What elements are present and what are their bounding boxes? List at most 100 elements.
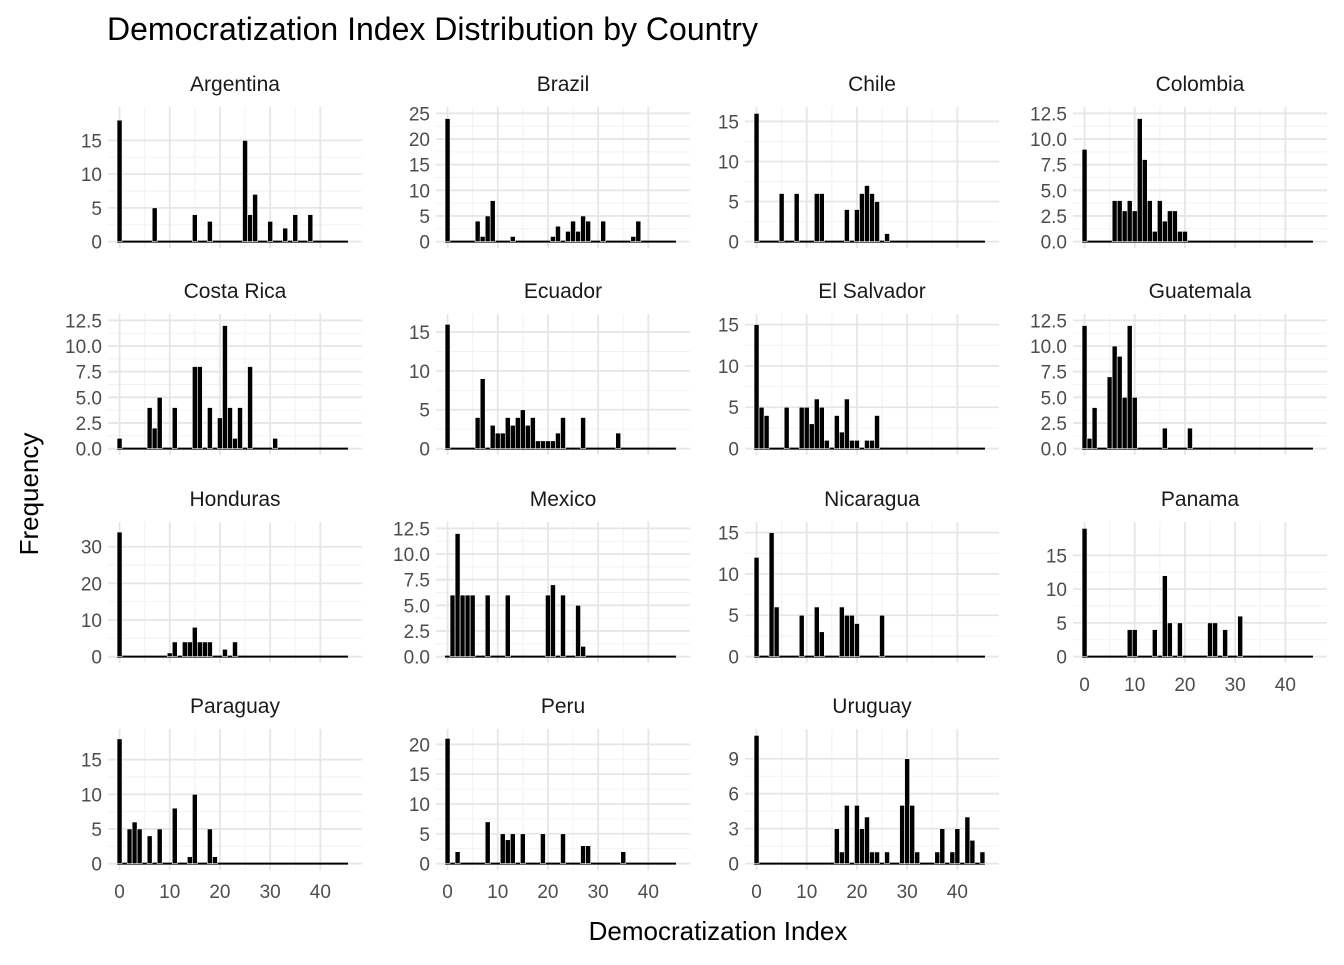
- histogram-bar: [444, 323, 451, 449]
- y-tick-label: 10: [81, 611, 102, 632]
- histogram-bar: [768, 532, 775, 657]
- histogram-bar: [949, 851, 956, 864]
- histogram-bar: [1141, 159, 1148, 242]
- histogram-bar: [509, 833, 516, 864]
- y-tick-label: 6: [728, 785, 739, 806]
- bars: [116, 325, 278, 449]
- y-tick-label: 0: [419, 440, 430, 461]
- y-tick-label: 15: [718, 316, 739, 337]
- bars: [116, 738, 218, 864]
- histogram-bar: [783, 406, 790, 449]
- histogram-bar: [116, 438, 123, 449]
- y-tick-labels: 0 5 10 15: [1046, 546, 1067, 668]
- minor-gridlines: [745, 314, 999, 455]
- histogram-bar: [1162, 220, 1168, 242]
- histogram-bar: [854, 805, 860, 864]
- histogram-bar: [151, 207, 158, 242]
- y-tick-label: 0: [728, 233, 739, 254]
- histogram-bar: [1237, 615, 1243, 657]
- histogram-bar: [555, 225, 561, 242]
- y-tick-label: 15: [409, 765, 430, 786]
- histogram-bar: [1187, 427, 1193, 449]
- histogram-bar: [979, 851, 986, 864]
- histogram-bar: [1126, 629, 1133, 657]
- chart-title: Democratization Index Distribution by Co…: [107, 11, 758, 47]
- histogram-bar: [808, 423, 815, 449]
- y-tick-label: 0.0: [1041, 440, 1067, 461]
- histogram-bar: [575, 605, 581, 657]
- histogram-bar: [222, 648, 228, 657]
- histogram-bar: [620, 851, 627, 864]
- facet-label-uruguay: Uruguay: [832, 695, 912, 718]
- histogram-bar: [1111, 200, 1118, 242]
- x-tick-labels: 0 10 20 30 40: [114, 882, 331, 903]
- panel-panama: Panama 0 5 10 15 0 10 20 30 40: [1046, 488, 1327, 696]
- histogram-bar: [171, 807, 178, 864]
- histogram-bar: [550, 236, 556, 242]
- histogram-bar: [282, 227, 289, 242]
- y-tick-label: 20: [409, 130, 430, 151]
- histogram-bar: [207, 407, 213, 449]
- histogram-bar: [1121, 210, 1128, 242]
- y-tick-label: 0: [91, 648, 102, 669]
- histogram-bar: [879, 614, 885, 657]
- histogram-bar: [116, 738, 123, 864]
- histogram-bar: [212, 856, 218, 864]
- histogram-bar: [899, 805, 905, 864]
- y-tick-labels: 0 5 10 15: [718, 316, 739, 461]
- panel-chile: Chile 0 5 10 15: [718, 73, 999, 254]
- histogram-bar: [489, 424, 496, 449]
- facet-label-chile: Chile: [848, 73, 896, 96]
- y-tick-label: 10.0: [393, 545, 430, 566]
- histogram-bar: [444, 118, 451, 242]
- histogram-bar: [494, 432, 501, 449]
- histogram-bar: [798, 614, 805, 657]
- x-tick-label: 30: [588, 882, 609, 903]
- y-tick-label: 0: [91, 233, 102, 254]
- histogram-bar: [600, 220, 606, 242]
- histogram-bar: [869, 193, 875, 242]
- facet-label-colombia: Colombia: [1156, 73, 1245, 96]
- y-tick-label: 0: [91, 855, 102, 876]
- histogram-bar: [864, 185, 870, 242]
- histogram-bar: [197, 366, 203, 449]
- histogram-bar: [753, 113, 760, 242]
- histogram-bar: [292, 214, 299, 242]
- histogram-bar: [824, 440, 830, 449]
- y-tick-label: 15: [81, 131, 102, 152]
- major-gridlines: [745, 522, 999, 663]
- histogram-bar: [509, 236, 516, 242]
- y-tick-label: 10: [409, 362, 430, 383]
- x-tick-label: 10: [159, 882, 180, 903]
- minor-gridlines: [108, 729, 362, 870]
- histogram-bar: [753, 735, 760, 864]
- histogram-bar: [773, 606, 780, 657]
- histogram-bar: [1081, 528, 1088, 657]
- x-tick-label: 30: [260, 882, 281, 903]
- y-tick-label: 10: [409, 795, 430, 816]
- y-tick-label: 7.5: [76, 363, 102, 384]
- major-gridlines: [108, 729, 362, 870]
- histogram-bar: [192, 794, 198, 864]
- panel-costa-rica: Costa Rica 0.0 2.5 5.0 7.5 10.0 12.5: [65, 280, 362, 461]
- histogram-bar: [1157, 200, 1163, 242]
- histogram-bar: [515, 417, 521, 449]
- histogram-bar: [1167, 210, 1173, 242]
- y-tick-labels: 0 3 6 9: [728, 750, 739, 876]
- histogram-bar: [474, 220, 481, 242]
- histogram-bar: [545, 594, 551, 657]
- y-tick-labels: 0 5 10 15: [81, 131, 102, 253]
- histogram-bar: [166, 652, 173, 657]
- x-tick-label: 20: [1174, 675, 1195, 696]
- minor-gridlines: [436, 107, 690, 248]
- y-tick-label: 5: [419, 825, 430, 846]
- histogram-bar: [540, 833, 546, 864]
- y-tick-label: 9: [728, 750, 739, 771]
- x-tick-label: 40: [1275, 675, 1296, 696]
- histogram-bar: [798, 406, 805, 449]
- histogram-bar: [1172, 210, 1178, 242]
- histogram-bar: [1152, 231, 1158, 242]
- y-tick-label: 0: [728, 648, 739, 669]
- y-tick-label: 5: [91, 199, 102, 220]
- histogram-bar: [1182, 231, 1188, 242]
